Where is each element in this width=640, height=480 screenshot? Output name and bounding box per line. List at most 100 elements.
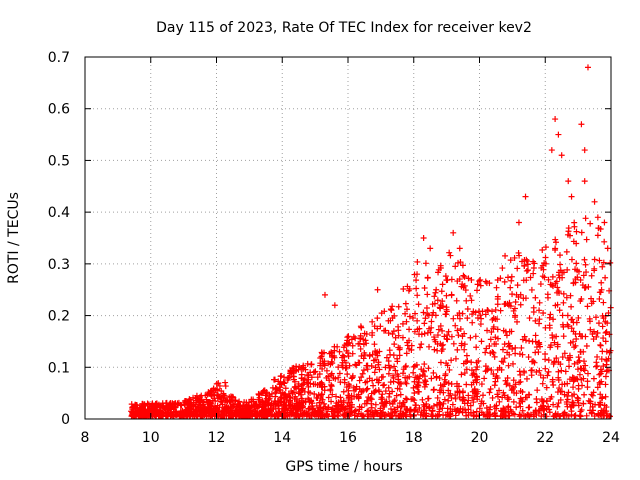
data-point [559, 354, 566, 361]
data-point [418, 331, 425, 338]
data-point [472, 390, 479, 397]
data-point [578, 121, 585, 128]
chart-title: Day 115 of 2023, Rate Of TEC Index for r… [156, 20, 532, 36]
data-point [436, 406, 443, 413]
data-point [166, 411, 173, 418]
data-point [377, 405, 384, 412]
data-point [445, 392, 452, 399]
data-point [363, 340, 370, 347]
data-point [568, 303, 575, 310]
data-point [522, 337, 529, 344]
data-point [396, 346, 403, 353]
data-point [364, 362, 371, 369]
data-point [517, 378, 524, 385]
data-point [434, 297, 441, 304]
data-point [581, 391, 588, 398]
data-point [363, 397, 370, 404]
data-point [576, 371, 583, 378]
data-point [431, 346, 438, 353]
data-point [394, 404, 401, 411]
data-point [319, 383, 326, 390]
data-point [578, 295, 585, 302]
data-point [504, 380, 511, 387]
data-point [442, 311, 449, 318]
data-point [547, 395, 554, 402]
y-axis-label: ROTI / TECUs [6, 192, 22, 284]
y-tick-label: 0.3 [48, 257, 70, 273]
data-point [592, 401, 599, 408]
data-point [382, 327, 389, 334]
data-point [590, 375, 597, 382]
data-point [396, 386, 403, 393]
data-point [552, 302, 559, 309]
data-point [465, 275, 472, 282]
data-point [371, 357, 378, 364]
data-point [356, 377, 363, 384]
x-tick-label: 22 [536, 430, 554, 446]
data-point [422, 260, 429, 267]
data-point [458, 283, 465, 290]
data-point [542, 365, 549, 372]
data-point [434, 347, 441, 354]
data-point [385, 370, 392, 377]
data-point [344, 334, 351, 341]
data-point [544, 372, 551, 379]
data-point [599, 323, 606, 330]
data-point [553, 355, 560, 362]
data-point [521, 262, 528, 269]
data-point [256, 394, 263, 401]
data-point [569, 374, 576, 381]
data-point [457, 259, 464, 266]
data-point [337, 379, 344, 386]
data-point [290, 373, 297, 380]
data-point [530, 304, 537, 311]
data-point [594, 330, 601, 337]
data-point [281, 380, 288, 387]
data-point [482, 349, 489, 356]
data-point [484, 327, 491, 334]
data-point [335, 364, 342, 371]
data-point [356, 359, 363, 366]
data-point [484, 365, 491, 372]
data-point [477, 312, 484, 319]
data-point [457, 405, 464, 412]
data-point [369, 377, 376, 384]
data-point [139, 406, 146, 413]
data-point [454, 406, 461, 413]
data-point [177, 401, 184, 408]
data-point [587, 326, 594, 333]
data-point [542, 324, 549, 331]
data-point [532, 332, 539, 339]
data-point [258, 399, 265, 406]
data-point [568, 408, 575, 415]
data-point [579, 282, 586, 289]
data-point [410, 363, 417, 370]
data-point [517, 291, 524, 298]
data-point [516, 379, 523, 386]
data-point [340, 388, 347, 395]
data-point [474, 364, 481, 371]
data-point [213, 380, 220, 387]
data-point [193, 395, 200, 402]
data-point [600, 315, 607, 322]
data-point [277, 384, 284, 391]
data-point [494, 391, 501, 398]
data-point [233, 403, 240, 410]
data-point [248, 396, 255, 403]
data-point [503, 381, 510, 388]
data-point [335, 413, 342, 420]
data-point [432, 312, 439, 319]
data-point [603, 348, 610, 355]
data-point [362, 379, 369, 386]
data-point [133, 401, 140, 408]
data-point [461, 346, 468, 353]
data-point [548, 147, 555, 154]
data-point [475, 308, 482, 315]
data-point [514, 318, 521, 325]
data-point [554, 284, 561, 291]
data-point [328, 398, 335, 405]
data-point [484, 307, 491, 314]
data-point [582, 362, 589, 369]
data-point [308, 398, 315, 405]
data-point [512, 312, 519, 319]
